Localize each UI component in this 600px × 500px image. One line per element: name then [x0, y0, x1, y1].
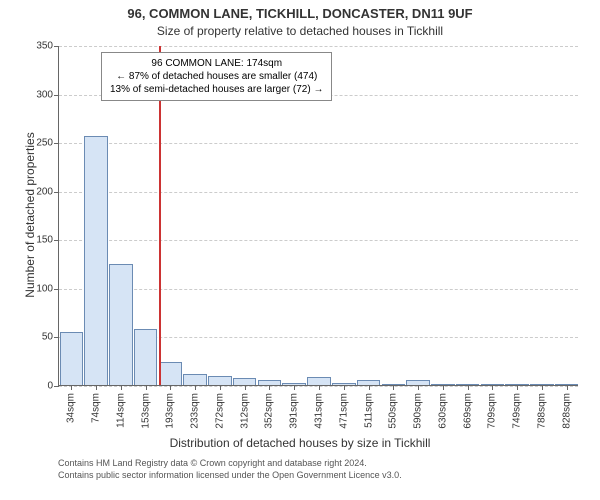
xtick-mark — [492, 385, 493, 390]
xtick-mark — [468, 385, 469, 390]
xtick-label: 193sqm — [165, 393, 176, 429]
annotation-line: ← 87% of detached houses are smaller (47… — [110, 70, 323, 83]
xtick-label: 391sqm — [289, 393, 300, 429]
xtick-label: 74sqm — [91, 393, 102, 423]
xtick-mark — [220, 385, 221, 390]
chart-subtitle: Size of property relative to detached ho… — [0, 24, 600, 38]
xtick-mark — [146, 385, 147, 390]
xtick-label: 630sqm — [437, 393, 448, 429]
histogram-bar — [208, 376, 232, 385]
gridline — [59, 289, 578, 290]
xtick-mark — [319, 385, 320, 390]
xtick-label: 431sqm — [314, 393, 325, 429]
histogram-bar — [233, 378, 257, 385]
ytick-mark — [54, 143, 59, 144]
xtick-mark — [567, 385, 568, 390]
xtick-mark — [245, 385, 246, 390]
ytick-mark — [54, 240, 59, 241]
xtick-label: 590sqm — [413, 393, 424, 429]
histogram-bar — [134, 329, 158, 385]
xtick-mark — [269, 385, 270, 390]
xtick-mark — [344, 385, 345, 390]
xtick-mark — [121, 385, 122, 390]
histogram-bar — [109, 264, 133, 385]
ytick-label: 150 — [36, 235, 53, 246]
xtick-label: 749sqm — [512, 393, 523, 429]
xtick-label: 511sqm — [363, 393, 374, 428]
chart-footer: Contains HM Land Registry data © Crown c… — [58, 458, 402, 481]
xtick-label: 709sqm — [487, 393, 498, 429]
footer-line2: Contains public sector information licen… — [58, 470, 402, 482]
xtick-label: 153sqm — [140, 393, 151, 429]
ytick-mark — [54, 95, 59, 96]
xtick-mark — [393, 385, 394, 390]
xtick-label: 352sqm — [264, 393, 275, 429]
xtick-mark — [418, 385, 419, 390]
y-axis-label: Number of detached properties — [23, 115, 37, 315]
xtick-label: 828sqm — [561, 393, 572, 429]
annotation-box: 96 COMMON LANE: 174sqm← 87% of detached … — [101, 52, 332, 101]
footer-line1: Contains HM Land Registry data © Crown c… — [58, 458, 402, 470]
ytick-label: 100 — [36, 283, 53, 294]
xtick-label: 272sqm — [214, 393, 225, 429]
histogram-bar — [183, 374, 207, 385]
ytick-mark — [54, 192, 59, 193]
annotation-line: 13% of semi-detached houses are larger (… — [110, 83, 323, 96]
xtick-mark — [542, 385, 543, 390]
histogram-bar — [307, 377, 331, 385]
ytick-mark — [54, 386, 59, 387]
gridline — [59, 192, 578, 193]
ytick-label: 0 — [47, 381, 53, 392]
x-axis-label: Distribution of detached houses by size … — [0, 436, 600, 450]
xtick-label: 34sqm — [66, 393, 77, 423]
ytick-label: 200 — [36, 186, 53, 197]
ytick-label: 50 — [42, 332, 53, 343]
ytick-label: 300 — [36, 89, 53, 100]
xtick-label: 471sqm — [338, 393, 349, 429]
xtick-mark — [71, 385, 72, 390]
xtick-label: 312sqm — [239, 393, 250, 429]
xtick-mark — [517, 385, 518, 390]
xtick-mark — [96, 385, 97, 390]
gridline — [59, 46, 578, 47]
ytick-label: 250 — [36, 138, 53, 149]
histogram-bar — [60, 332, 84, 385]
chart-title: 96, COMMON LANE, TICKHILL, DONCASTER, DN… — [0, 6, 600, 21]
gridline — [59, 143, 578, 144]
xtick-mark — [170, 385, 171, 390]
xtick-label: 233sqm — [190, 393, 201, 429]
annotation-line: 96 COMMON LANE: 174sqm — [110, 57, 323, 70]
histogram-bar — [159, 362, 183, 385]
ytick-mark — [54, 289, 59, 290]
ytick-label: 350 — [36, 41, 53, 52]
xtick-label: 669sqm — [462, 393, 473, 429]
ytick-mark — [54, 337, 59, 338]
ytick-mark — [54, 46, 59, 47]
xtick-mark — [369, 385, 370, 390]
histogram-bar — [84, 136, 108, 385]
gridline — [59, 240, 578, 241]
xtick-label: 550sqm — [388, 393, 399, 429]
plot-area: 05010015020025030035034sqm74sqm114sqm153… — [58, 46, 578, 386]
chart-container: 96, COMMON LANE, TICKHILL, DONCASTER, DN… — [0, 0, 600, 500]
xtick-label: 788sqm — [536, 393, 547, 429]
xtick-mark — [195, 385, 196, 390]
xtick-mark — [294, 385, 295, 390]
xtick-label: 114sqm — [115, 393, 126, 428]
xtick-mark — [443, 385, 444, 390]
